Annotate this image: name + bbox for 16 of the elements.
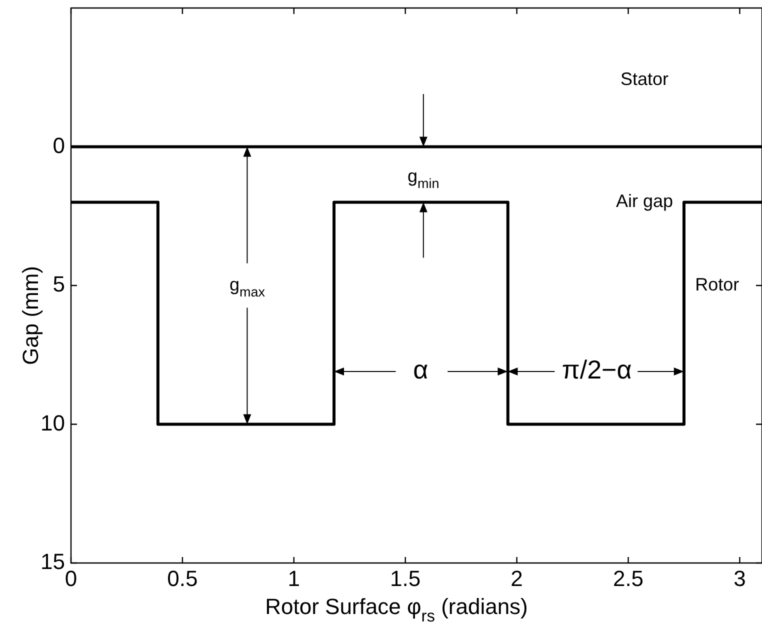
x-tick-label: 1	[288, 566, 300, 592]
y-tick-label: 5	[52, 272, 65, 297]
x-tick-label: 1.5	[390, 566, 421, 592]
x-tick-label: 0.5	[167, 566, 198, 592]
annotation: Rotor	[695, 274, 740, 294]
annotation: Air gap	[616, 191, 674, 212]
y-axis-title: Gap (mm)	[18, 266, 44, 365]
annotation: α	[413, 354, 428, 385]
x-tick-label: 3	[734, 566, 746, 592]
annotation: π/2−α	[562, 354, 632, 385]
y-tick-label: 0	[52, 132, 65, 158]
x-tick-label: 2.5	[612, 566, 644, 592]
x-tick-label: 2	[510, 566, 523, 592]
y-tick-label: 10	[40, 410, 65, 436]
annotation: Stator	[620, 69, 669, 90]
y-tick-label: 15	[40, 549, 65, 574]
